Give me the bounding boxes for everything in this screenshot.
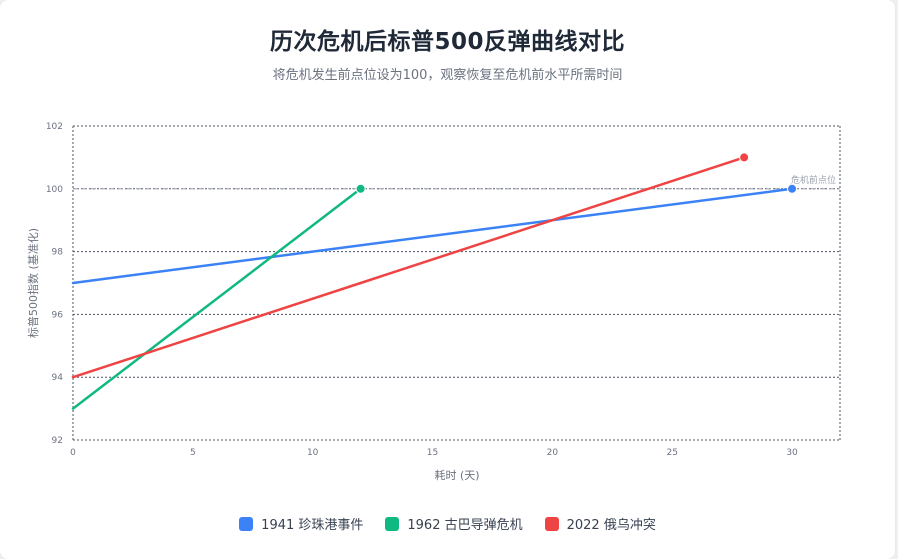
y-tick-label: 92	[52, 436, 63, 446]
legend-item[interactable]: 2022 俄乌冲突	[544, 514, 656, 533]
legend-item[interactable]: 1962 古巴导弹危机	[385, 514, 523, 533]
x-tick-label: 10	[307, 448, 319, 458]
y-tick-label: 100	[46, 185, 63, 195]
y-axis-label: 标普500指数 (基准化)	[26, 228, 40, 338]
x-axis-label: 耗时 (天)	[434, 469, 479, 482]
series-endpoint-0	[787, 183, 798, 194]
grid-lines	[72, 125, 841, 441]
series-line-1	[71, 187, 362, 410]
legend-label: 2022 俄乌冲突	[566, 518, 656, 533]
y-tick-label: 102	[46, 122, 63, 132]
chart-title: 历次危机后标普500反弹曲线对比	[269, 29, 625, 55]
x-tick-label: 20	[547, 448, 559, 458]
x-tick-label: 5	[190, 448, 196, 458]
series-endpoint-2	[739, 152, 750, 163]
chart-subtitle: 将危机发生前点位设为100，观察恢复至危机前水平所需时间	[272, 68, 623, 83]
chart-legend: 1941 珍珠港事件 1962 古巴导弹危机 2022 俄乌冲突	[0, 514, 895, 533]
reference-line-group: 危机前点位	[73, 174, 840, 190]
x-tick-label: 25	[666, 448, 677, 458]
legend-swatch	[385, 516, 400, 531]
y-tick-label: 94	[52, 373, 64, 383]
x-tick-label: 30	[786, 448, 798, 458]
series-endpoint-1	[355, 183, 366, 194]
series-line-2	[71, 156, 746, 379]
axes: 92 94 96 98 100 102 0 5 10 15 20 25 30	[46, 122, 798, 458]
legend-swatch	[544, 516, 559, 531]
reference-line-label: 危机前点位	[791, 174, 836, 186]
x-tick-label: 15	[427, 448, 438, 458]
legend-label: 1941 珍珠港事件	[261, 518, 364, 533]
legend-item[interactable]: 1941 珍珠港事件	[239, 514, 363, 533]
x-tick-label: 0	[70, 448, 76, 458]
legend-label: 1962 古巴导弹危机	[407, 518, 523, 533]
series-lines	[71, 152, 798, 410]
y-tick-label: 96	[52, 310, 64, 320]
series-line-0	[71, 187, 794, 285]
legend-swatch	[239, 516, 254, 531]
y-tick-label: 98	[52, 248, 64, 258]
